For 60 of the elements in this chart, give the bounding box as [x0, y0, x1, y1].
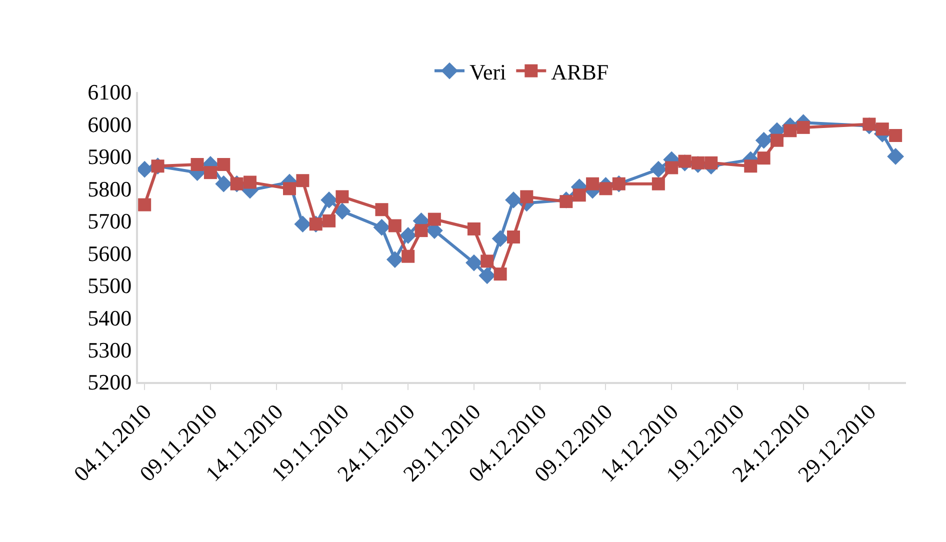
point: [744, 160, 758, 173]
legend-label: Veri: [470, 59, 506, 84]
point: [478, 267, 496, 284]
y-tick-label: 5400: [88, 305, 132, 330]
y-tick-label: 5800: [88, 176, 132, 202]
y-tick-label: 5200: [88, 370, 132, 395]
point: [572, 188, 586, 202]
point: [204, 166, 217, 180]
point: [322, 214, 336, 228]
point: [294, 216, 312, 233]
point: [414, 224, 428, 238]
point: [375, 203, 388, 216]
point: [402, 250, 415, 263]
point: [796, 120, 810, 134]
point: [296, 174, 310, 188]
point: [887, 148, 904, 165]
point: [599, 182, 612, 196]
point: [505, 191, 522, 208]
point: [336, 190, 349, 204]
point: [373, 218, 390, 236]
point: [334, 202, 351, 220]
y-tick-label: 6000: [88, 112, 132, 137]
point: [217, 158, 230, 171]
point: [650, 160, 667, 178]
y-tick-label: 5300: [88, 337, 132, 362]
point: [480, 254, 494, 268]
point: [466, 254, 482, 272]
y-tick-label: 5900: [88, 144, 132, 170]
point: [678, 154, 692, 168]
point: [400, 226, 417, 244]
point: [755, 132, 772, 149]
point: [704, 156, 718, 170]
point: [428, 212, 441, 226]
point: [691, 156, 704, 170]
point: [320, 191, 338, 208]
point: [876, 122, 889, 136]
point: [889, 129, 902, 142]
point: [388, 219, 402, 232]
point: [757, 152, 770, 165]
point: [520, 190, 534, 204]
point: [494, 268, 507, 281]
point: [665, 161, 678, 174]
point: [586, 177, 600, 190]
point: [243, 176, 256, 189]
y-tick-label: 6100: [88, 80, 132, 105]
point: [215, 175, 232, 192]
point: [770, 134, 784, 147]
point: [506, 230, 520, 244]
y-tick-label: 5600: [88, 240, 132, 266]
point: [492, 230, 509, 248]
legend-label: ARBF: [551, 59, 609, 84]
point: [190, 158, 204, 171]
point: [138, 198, 152, 212]
point: [467, 222, 480, 236]
point: [784, 124, 797, 138]
point: [386, 251, 404, 268]
point: [283, 182, 296, 196]
y-tick-label: 5700: [88, 208, 132, 234]
point: [652, 177, 665, 190]
y-tick-label: 5500: [88, 273, 132, 298]
